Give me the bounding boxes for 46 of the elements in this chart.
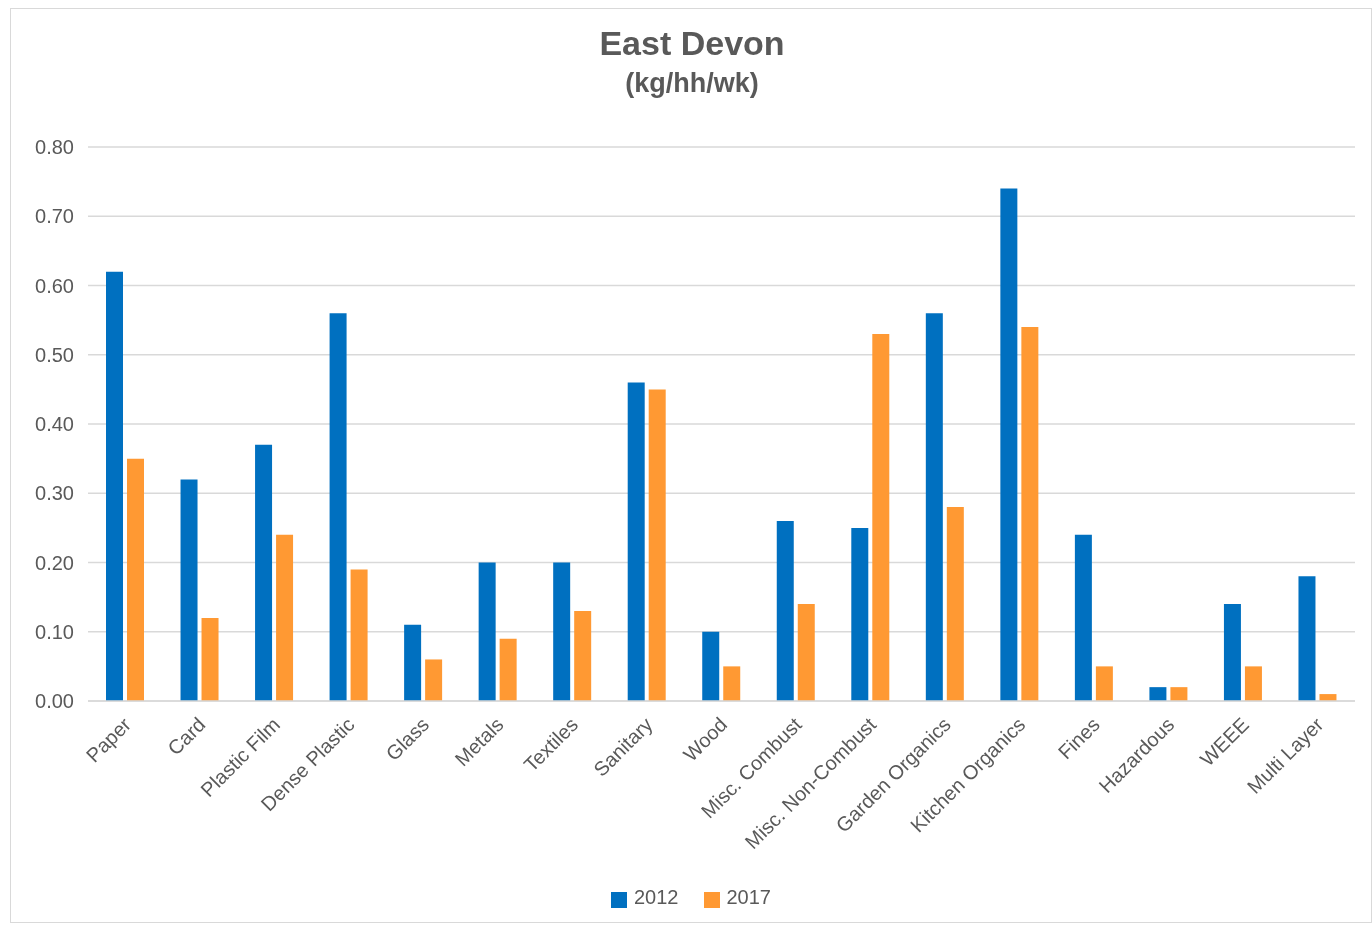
bar: [255, 444, 273, 701]
bar: [1223, 604, 1241, 701]
bar: [499, 638, 517, 701]
bar: [106, 271, 123, 701]
bar: [201, 617, 219, 701]
y-tick-label: 0.20: [35, 551, 74, 574]
bar: [478, 562, 496, 701]
bar: [180, 479, 198, 701]
bar: [797, 604, 815, 701]
bar: [648, 389, 666, 701]
bar: [1244, 666, 1262, 701]
bar: [925, 313, 943, 701]
legend-label: 2012: [634, 886, 679, 908]
y-tick-label: 0.70: [35, 205, 74, 228]
y-tick-label: 0.50: [35, 343, 74, 366]
bar: [329, 313, 347, 701]
bar: [1095, 666, 1113, 701]
y-tick-label: 0.80: [35, 136, 74, 159]
bar: [574, 610, 592, 701]
bar: [1021, 327, 1039, 701]
chart-subtitle: (kg/hh/wk): [624, 67, 760, 99]
y-tick-label: 0.00: [35, 690, 74, 713]
bar: [872, 333, 890, 701]
y-tick-label: 0.30: [35, 482, 74, 505]
bar: [127, 458, 144, 701]
bar: [1170, 687, 1188, 701]
legend-label: 2017: [726, 886, 771, 908]
bar: [627, 382, 645, 701]
bar: [946, 507, 964, 701]
bar: [702, 631, 720, 701]
y-tick-label: 0.60: [35, 274, 74, 297]
chart-title: East Devon: [598, 23, 786, 63]
bar: [276, 534, 294, 701]
bar: [1149, 687, 1167, 701]
bar: [1074, 534, 1092, 701]
bar: [553, 562, 571, 701]
bar: [350, 569, 368, 701]
bar: [1000, 188, 1018, 701]
bar: [425, 659, 443, 701]
y-tick-label: 0.10: [35, 620, 74, 643]
bar: [851, 527, 869, 701]
bar: [723, 666, 741, 701]
y-tick-label: 0.40: [35, 413, 74, 436]
bar: [1298, 576, 1316, 701]
bar: [776, 520, 794, 701]
bar: [404, 624, 422, 701]
